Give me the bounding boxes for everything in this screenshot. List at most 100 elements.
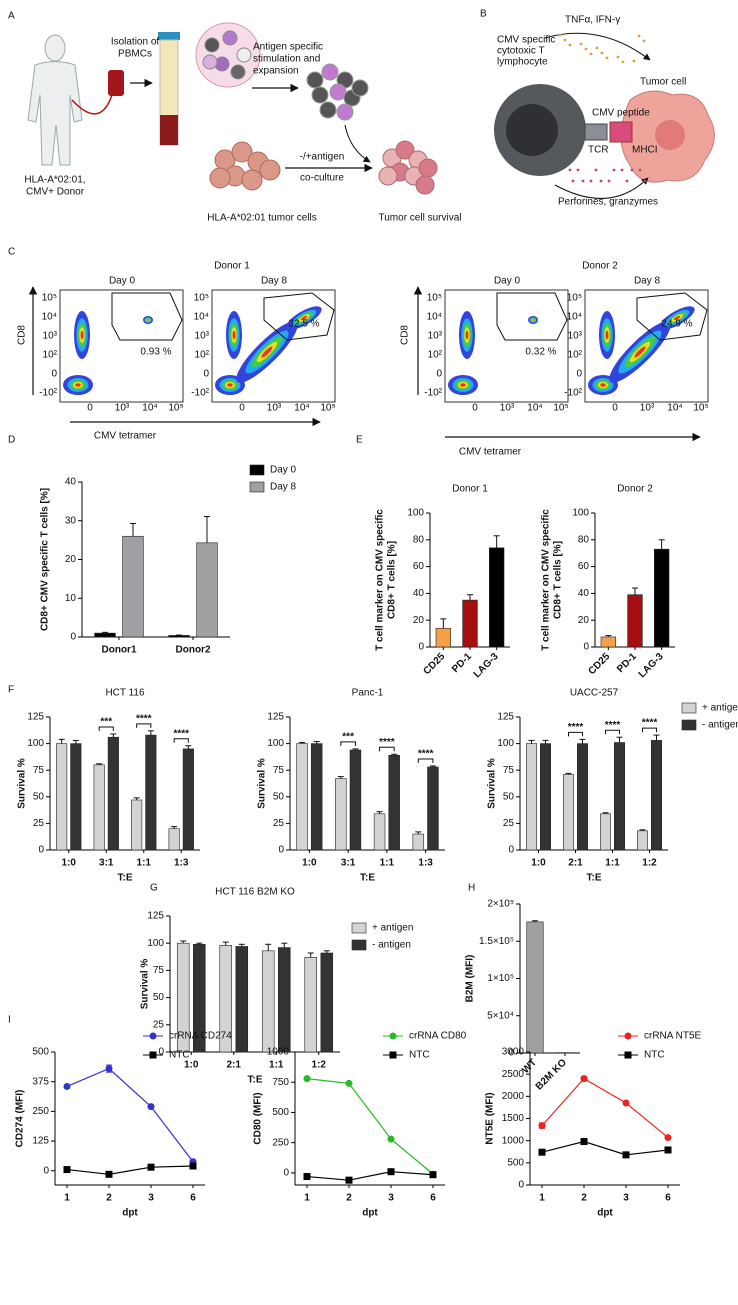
y-tick-label: 40	[413, 588, 425, 599]
bar	[70, 743, 82, 851]
legend-swatch	[351, 922, 367, 934]
flow-y-tick: 0	[51, 369, 57, 380]
y-tick-label: 40	[65, 477, 77, 488]
x-tick-label: 1:1	[269, 1060, 284, 1071]
panel-a-text: stimulation and	[253, 54, 320, 65]
donor-body	[27, 61, 83, 166]
y-tick-label: 25	[273, 818, 285, 829]
surviving-cell	[415, 175, 435, 195]
panel-a-text: HLA-A*02:01,	[24, 175, 85, 186]
bar	[168, 828, 180, 851]
cytokine-dot	[584, 47, 588, 51]
y-tick-label: 500	[272, 1107, 289, 1118]
bar	[235, 946, 249, 1053]
point	[664, 1134, 672, 1142]
density-blob	[80, 330, 84, 340]
point	[624, 1032, 632, 1040]
y-axis-label: CD8+ CMV specific T cells [%]	[40, 488, 51, 631]
y-axis-label: NT5E (MFI)	[485, 1092, 496, 1144]
donor-title: Donor 1	[214, 261, 250, 272]
legend-label: NTC	[644, 1050, 665, 1061]
flow-y-tick: 10⁴	[42, 312, 57, 323]
bar	[182, 748, 194, 851]
chart-title: Donor 2	[617, 484, 653, 495]
panel-b-text: cytotoxic T	[497, 46, 545, 57]
panel-a-text: PBMCs	[118, 49, 152, 60]
y-tick-label: 100	[27, 738, 44, 749]
y-tick-label: 50	[503, 791, 515, 802]
density-blob	[300, 315, 308, 321]
tumor-cell	[209, 167, 231, 189]
surviving-cell	[395, 140, 415, 160]
y-tick-label: 0	[158, 1047, 164, 1058]
y-tick-label: 30	[65, 515, 77, 526]
tumor-nucleus	[655, 120, 685, 150]
significance-bracket	[568, 731, 583, 737]
x-tick-label: 3	[148, 1193, 154, 1204]
bar	[489, 547, 505, 648]
x-tick-label: 6	[190, 1193, 196, 1204]
y-tick-label: 100	[147, 938, 164, 949]
bar	[600, 813, 611, 851]
y-tick-label: 3000	[502, 1047, 525, 1058]
y-tick-label: 125	[27, 712, 44, 723]
panel-letter: A	[8, 11, 15, 22]
tumor-cell	[241, 169, 263, 191]
x-tick-label: 2	[581, 1193, 587, 1204]
x-tick-label: B2M KO	[534, 1057, 569, 1092]
cytokine-dot	[616, 55, 620, 59]
y-tick-label: 750	[272, 1077, 289, 1088]
x-tick-label: 3:1	[99, 858, 114, 869]
bar	[373, 813, 386, 851]
x-tick-label: 3	[388, 1193, 394, 1204]
y-tick-label: 5×10⁴	[487, 1010, 514, 1021]
tube-cap	[158, 32, 180, 40]
legend-label: crRNA CD80	[409, 1031, 467, 1042]
series-line	[306, 1078, 434, 1175]
significance-label: ****	[605, 720, 621, 731]
significance-bracket	[136, 723, 152, 728]
flow-y-tick: 10³	[43, 331, 58, 342]
y-tick-label: 250	[32, 1106, 49, 1117]
density-blob	[532, 319, 534, 321]
significance-label: ***	[342, 732, 354, 743]
flow-x-tick: 10⁴	[294, 403, 309, 414]
bar	[627, 594, 643, 648]
density-blob	[605, 330, 609, 340]
series-line	[306, 1171, 434, 1181]
granule-dot	[612, 168, 616, 172]
bar	[412, 833, 425, 851]
series-line	[541, 1077, 669, 1139]
flow-x-tick: 10⁴	[667, 403, 682, 414]
series-line	[541, 1140, 669, 1156]
significance-bracket	[642, 727, 657, 733]
y-tick-label: 0	[38, 845, 44, 856]
y-tick-label: 100	[572, 508, 589, 519]
bar	[435, 627, 451, 648]
y-tick-label: 1000	[267, 1047, 290, 1058]
cytokine-dot	[568, 43, 572, 47]
flow-y-tick: 10²	[428, 350, 443, 361]
surviving-cell	[378, 166, 398, 186]
bar	[335, 778, 347, 851]
cytokine-dot	[605, 56, 609, 60]
flow-y-tick: 10⁴	[427, 312, 442, 323]
flow-y-tick: -10²	[564, 388, 582, 399]
legend-label: - antigen	[372, 940, 411, 951]
y-tick-label: 75	[33, 765, 45, 776]
t-cell-nucleus	[506, 104, 558, 156]
flow-x-tick: 10⁴	[527, 403, 542, 414]
perforin-arrow	[554, 177, 649, 199]
panel-b-text: Tumor cell	[640, 77, 686, 88]
density-blob	[673, 315, 681, 321]
bar	[278, 947, 291, 1053]
legend-label: NTC	[409, 1050, 430, 1061]
point	[303, 1075, 311, 1083]
flow-x-tick: 10⁵	[320, 403, 335, 414]
expanded-cell	[319, 101, 337, 119]
y-tick-label: 25	[33, 818, 45, 829]
bar	[94, 632, 116, 638]
density-blob	[261, 346, 273, 358]
y-tick-label: 100	[267, 738, 284, 749]
point	[538, 1122, 546, 1130]
